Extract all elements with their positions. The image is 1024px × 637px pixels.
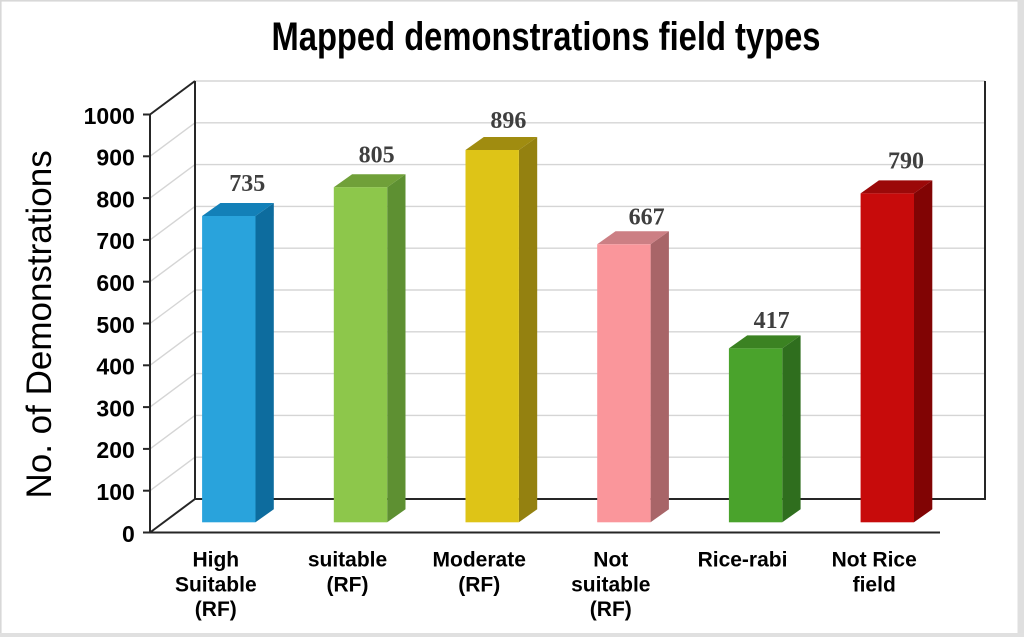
svg-text:(RF): (RF)	[458, 573, 500, 596]
svg-text:(RF): (RF)	[327, 573, 369, 596]
svg-text:100: 100	[96, 479, 134, 505]
svg-text:896: 896	[490, 108, 526, 134]
svg-text:Not Rice: Not Rice	[832, 549, 917, 572]
svg-text:600: 600	[96, 270, 134, 296]
svg-text:300: 300	[96, 395, 134, 421]
svg-text:790: 790	[888, 149, 924, 175]
svg-text:No. of Demonstrations: No. of Demonstrations	[20, 150, 59, 498]
svg-text:Not: Not	[593, 549, 628, 572]
svg-text:Suitable: Suitable	[175, 573, 257, 596]
svg-text:Moderate: Moderate	[433, 549, 526, 572]
svg-text:suitable: suitable	[571, 573, 650, 596]
svg-text:0: 0	[122, 521, 135, 547]
svg-text:735: 735	[229, 171, 265, 197]
svg-text:700: 700	[96, 228, 134, 254]
svg-text:suitable: suitable	[308, 549, 387, 572]
svg-text:Mapped demonstrations field ty: Mapped demonstrations field types	[272, 15, 821, 59]
svg-text:field: field	[853, 573, 896, 596]
svg-text:805: 805	[359, 143, 395, 169]
svg-text:(RF): (RF)	[590, 598, 632, 621]
svg-text:200: 200	[96, 437, 134, 463]
svg-text:(RF): (RF)	[195, 598, 237, 621]
svg-text:417: 417	[754, 308, 790, 334]
svg-text:500: 500	[96, 312, 134, 338]
svg-text:800: 800	[96, 186, 134, 212]
svg-text:High: High	[192, 549, 239, 572]
svg-text:900: 900	[96, 145, 134, 171]
svg-text:667: 667	[629, 205, 665, 231]
svg-text:400: 400	[96, 354, 134, 380]
svg-text:Rice-rabi: Rice-rabi	[698, 549, 788, 572]
svg-text:1000: 1000	[84, 103, 135, 129]
